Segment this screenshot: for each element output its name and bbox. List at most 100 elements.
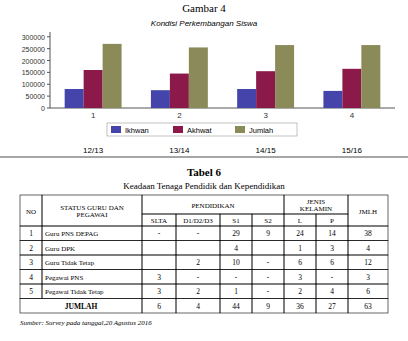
table-value: - xyxy=(267,287,270,296)
column-group-header: JENISKELAMIN xyxy=(300,198,332,214)
y-axis-line xyxy=(50,32,51,108)
table-cell xyxy=(220,214,252,226)
table-value: 24 xyxy=(296,229,304,238)
table-cell xyxy=(348,241,388,256)
table-value: Pegawai Tidak Tetap xyxy=(45,288,104,296)
table-cell xyxy=(316,284,348,299)
table-cell xyxy=(42,241,142,256)
table-cell xyxy=(284,195,348,214)
table-value: 1 xyxy=(234,287,238,296)
period-label: 14/15 xyxy=(256,146,277,155)
period-label: 12/13 xyxy=(83,146,104,155)
x-tick-label: 3 xyxy=(263,111,268,120)
legend-swatch xyxy=(235,126,245,133)
column-header: STATUS GURU DANPEGAWAI xyxy=(60,204,124,220)
bar xyxy=(65,89,84,108)
bar xyxy=(323,91,342,108)
table-value: 5 xyxy=(29,287,33,296)
bar xyxy=(84,70,103,108)
table-cell xyxy=(220,270,252,285)
table-value: Guru PNS DEPAG xyxy=(45,230,98,238)
table-cell xyxy=(220,255,252,270)
table-value: - xyxy=(331,273,334,282)
table-cell xyxy=(42,284,142,299)
table-value: 10 xyxy=(232,258,240,267)
table-cell xyxy=(284,299,316,314)
table-cell xyxy=(252,214,284,226)
table-cell xyxy=(42,255,142,270)
table-cell xyxy=(220,226,252,241)
text-line: KELAMIN xyxy=(300,205,332,213)
legend-label: Akhwat xyxy=(187,126,213,135)
table-cell xyxy=(20,270,42,285)
table: NOSTATUS GURU DANPEGAWAIPENDIDIKANSLTAD1… xyxy=(20,195,388,313)
y-tick-label: 100000 xyxy=(22,81,45,88)
y-tick-label: 200000 xyxy=(22,58,45,65)
table-value: - xyxy=(197,229,200,238)
figure-caption: Gambar 4 xyxy=(182,2,226,14)
y-tick-label: 0 xyxy=(41,105,45,112)
table-cell xyxy=(220,241,252,256)
bars xyxy=(65,44,381,108)
table-cell xyxy=(176,284,220,299)
table-cell xyxy=(42,226,142,241)
table-value: - xyxy=(267,258,270,267)
table-cell xyxy=(316,270,348,285)
table-cell xyxy=(284,255,316,270)
table-value: 1 xyxy=(298,244,302,253)
table-value: Guru DPK xyxy=(45,245,75,253)
column-header: D1/D2/D3 xyxy=(183,217,213,225)
table-cell xyxy=(348,270,388,285)
period-label: 15/16 xyxy=(342,146,363,155)
table-value: - xyxy=(197,273,200,282)
table-cell xyxy=(252,299,284,314)
table-value: 9 xyxy=(266,229,270,238)
table-value: 3 xyxy=(157,273,161,282)
table-value: 14 xyxy=(328,229,336,238)
bar xyxy=(189,47,208,108)
table-cell xyxy=(142,226,176,241)
table-value: 6 xyxy=(366,287,370,296)
table-value: 4 xyxy=(330,287,334,296)
bar xyxy=(170,74,189,108)
table-cell xyxy=(284,226,316,241)
column-header: P xyxy=(330,217,334,225)
column-header: S2 xyxy=(264,217,272,225)
legend-label: Jumlah xyxy=(249,126,273,135)
table-value: 3 xyxy=(366,273,370,282)
table-cell xyxy=(252,284,284,299)
column-header: L xyxy=(298,217,302,225)
table-cell xyxy=(176,214,220,226)
figure: Gambar 4 Kondisi Perkembangan Siswa 0 50000… xyxy=(0,0,408,341)
period-label: 13/14 xyxy=(169,146,190,155)
table-value: 27 xyxy=(328,302,336,311)
column-header: S1 xyxy=(232,217,240,225)
table-cell xyxy=(316,214,348,226)
bar xyxy=(275,45,294,108)
table-value: 2 xyxy=(29,244,33,253)
bar xyxy=(342,69,361,108)
bar xyxy=(151,90,170,108)
column-header: SLTA xyxy=(151,217,167,225)
bar xyxy=(256,71,275,108)
table-cell xyxy=(316,299,348,314)
table-value: 4 xyxy=(196,302,200,311)
table-cell xyxy=(348,299,388,314)
table-value: 9 xyxy=(266,302,270,311)
chart-title: Kondisi Perkembangan Siswa xyxy=(151,19,258,28)
bar xyxy=(361,45,380,108)
table-source: Sumber: Survey pada tanggal,20 Agustus 2… xyxy=(20,319,152,327)
y-tick-label: 50000 xyxy=(26,93,46,100)
table-cell xyxy=(176,270,220,285)
table-cell xyxy=(316,226,348,241)
table-cell xyxy=(220,284,252,299)
table-value: - xyxy=(267,273,270,282)
table-cell xyxy=(20,226,42,241)
table-cell xyxy=(252,270,284,285)
table-cell xyxy=(42,270,142,285)
table-cell xyxy=(284,284,316,299)
legend-label: Ikhwan xyxy=(125,126,149,135)
table-cell xyxy=(284,241,316,256)
table-cell xyxy=(142,255,176,270)
table-title: Tabel 6 xyxy=(187,166,222,178)
